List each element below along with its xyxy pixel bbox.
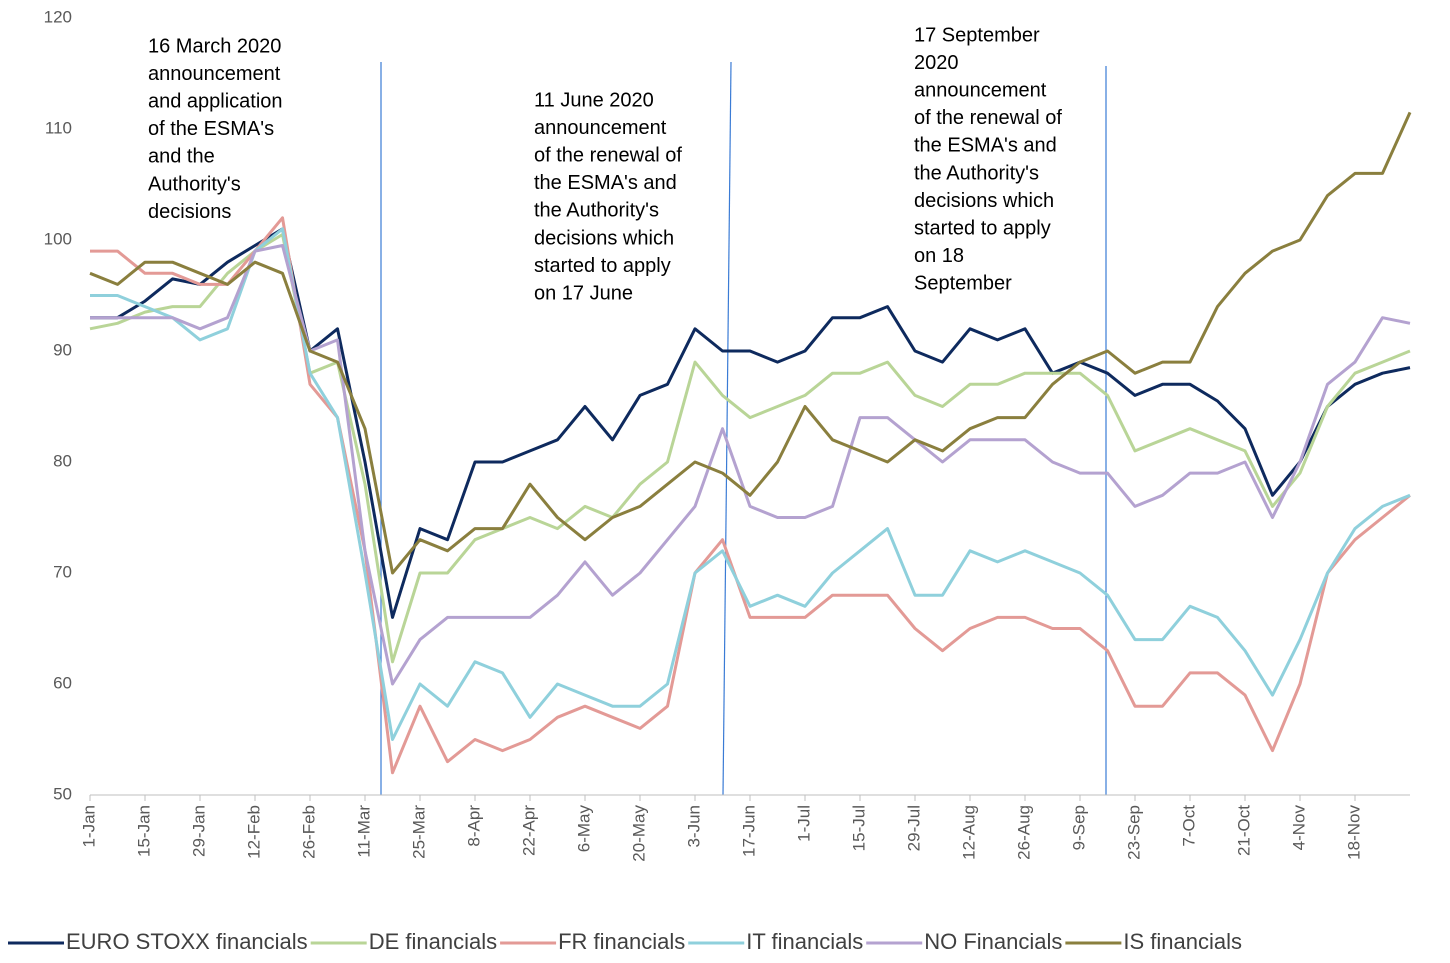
x-tick-label: 29-Jan: [189, 805, 208, 857]
annotation: 2020: [914, 52, 959, 74]
x-tick-label: 18-Nov: [1344, 805, 1363, 860]
annotation: the ESMA's and: [914, 135, 1057, 157]
series-line: [90, 227, 1411, 741]
y-tick-label: 100: [44, 229, 72, 248]
legend-label: IT financials: [746, 929, 863, 954]
x-tick-label: 6-May: [574, 805, 593, 853]
y-tick-label: 120: [44, 7, 72, 26]
annotation: the Authority's: [534, 200, 659, 222]
y-tick-label: 50: [53, 784, 72, 803]
x-tick-label: 1-Jul: [794, 805, 813, 842]
annotation: the Authority's: [914, 162, 1039, 184]
x-tick-label: 15-Jul: [849, 805, 868, 851]
annotation: decisions which: [914, 190, 1054, 212]
x-tick-label: 1-Jan: [79, 805, 98, 848]
annotation: announcement: [914, 79, 1047, 101]
x-tick-label: 22-Apr: [519, 805, 538, 856]
series-line: [89, 111, 1412, 575]
annotation: started to apply: [534, 255, 671, 277]
event-line: [722, 61, 732, 796]
x-tick-label: 8-Apr: [464, 805, 483, 847]
annotation: of the renewal of: [914, 107, 1062, 129]
x-tick-label: 23-Sep: [1124, 805, 1143, 860]
annotation: of the ESMA's: [148, 118, 274, 140]
legend-label: DE financials: [369, 929, 497, 954]
x-tick-label: 3-Jun: [684, 805, 703, 848]
x-tick-label: 20-May: [629, 805, 648, 862]
annotation: 16 March 2020: [148, 35, 281, 57]
annotation: September: [914, 273, 1012, 295]
x-tick-label: 17-Jun: [739, 805, 758, 857]
y-tick-label: 60: [53, 673, 72, 692]
annotation: decisions: [148, 201, 231, 223]
x-tick-label: 11-Mar: [354, 805, 373, 858]
annotation: 17 September: [914, 24, 1040, 46]
y-tick-label: 70: [53, 562, 72, 581]
annotation: and the: [148, 146, 215, 168]
annotation: announcement: [148, 63, 281, 85]
y-tick-label: 90: [53, 340, 72, 359]
x-tick-label: 12-Aug: [959, 805, 978, 860]
annotation: started to apply: [914, 217, 1051, 239]
annotation: on 17 June: [534, 282, 633, 304]
annotation: of the renewal of: [534, 144, 682, 166]
y-tick-label: 80: [53, 451, 72, 470]
annotation: announcement: [534, 117, 667, 139]
x-tick-label: 15-Jan: [134, 805, 153, 857]
legend-label: IS financials: [1123, 929, 1242, 954]
x-tick-label: 4-Nov: [1289, 805, 1308, 851]
x-tick-label: 26-Aug: [1014, 805, 1033, 860]
x-tick-label: 7-Oct: [1179, 805, 1198, 847]
annotation: and application: [148, 90, 283, 112]
legend-label: FR financials: [558, 929, 685, 954]
y-tick-label: 110: [45, 118, 72, 137]
annotation: decisions which: [534, 227, 674, 249]
annotation: 11 June 2020: [534, 89, 654, 111]
x-tick-label: 21-Oct: [1234, 805, 1253, 856]
annotation: on 18: [914, 245, 964, 267]
x-tick-label: 26-Feb: [299, 805, 318, 859]
x-tick-label: 25-Mar: [409, 805, 428, 859]
x-tick-label: 12-Feb: [244, 805, 263, 859]
x-tick-label: 9-Sep: [1069, 805, 1088, 850]
x-tick-label: 29-Jul: [904, 805, 923, 851]
annotation: Authority's: [148, 173, 241, 195]
legend-label: NO Financials: [924, 929, 1062, 954]
series-line: [89, 233, 1411, 664]
series-line: [90, 216, 1411, 775]
annotation: the ESMA's and: [534, 172, 677, 194]
legend-label: EURO STOXX financials: [66, 929, 308, 954]
